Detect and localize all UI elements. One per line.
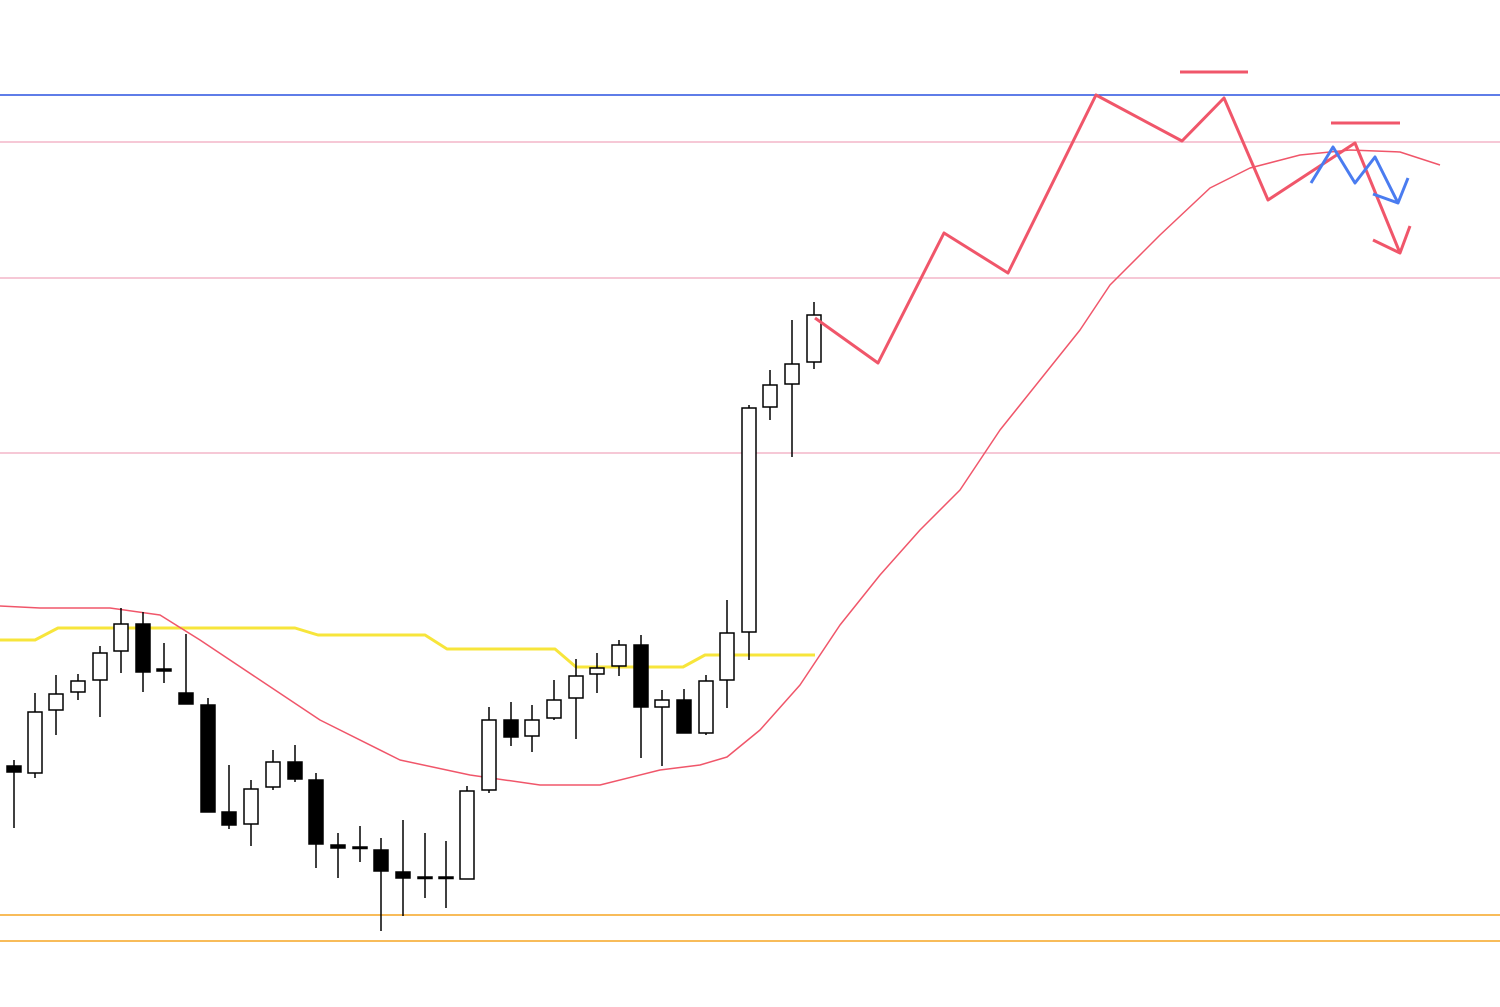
- candle-body: [395, 871, 411, 879]
- overlay-line: [1372, 177, 1410, 205]
- candle-body: [459, 790, 475, 880]
- candle-body: [308, 779, 324, 845]
- candle-body: [70, 680, 86, 693]
- candle-body: [784, 363, 800, 385]
- candle-body: [719, 632, 735, 681]
- candle-body: [546, 699, 562, 719]
- candle-body: [698, 680, 714, 734]
- candle-body: [92, 652, 108, 681]
- candle-body: [27, 711, 43, 774]
- candle-body: [243, 788, 259, 825]
- overlay-line: [0, 149, 1441, 786]
- candle-body: [6, 765, 22, 773]
- candle-body: [503, 719, 519, 738]
- candle-body: [524, 719, 540, 737]
- overlay-line: [1372, 225, 1412, 255]
- overlay-line: [1309, 145, 1400, 204]
- candle-body: [178, 692, 194, 705]
- candle-body: [287, 761, 303, 780]
- overlay-line: [814, 93, 1402, 365]
- candle-body: [611, 644, 627, 667]
- candle-body: [135, 623, 151, 673]
- candle-body: [417, 876, 433, 880]
- candle-body: [741, 407, 757, 633]
- candle-body: [156, 668, 172, 672]
- candle-body: [654, 699, 670, 708]
- candle-body: [438, 876, 454, 880]
- candle-body: [568, 675, 584, 699]
- candle-body: [633, 644, 649, 708]
- candle-body: [48, 693, 64, 711]
- candle-body: [373, 849, 389, 872]
- candle-body: [200, 704, 216, 813]
- candle-body: [762, 384, 778, 408]
- candle-body: [352, 846, 368, 850]
- candle-body: [265, 761, 281, 788]
- candle-body: [589, 667, 605, 675]
- candle-body: [330, 844, 346, 849]
- candle-body: [113, 623, 129, 652]
- overlay-line: [0, 626, 815, 669]
- candle-body: [221, 811, 237, 826]
- candle-body: [676, 699, 692, 734]
- candle-body: [481, 719, 497, 791]
- candle-body: [806, 314, 822, 363]
